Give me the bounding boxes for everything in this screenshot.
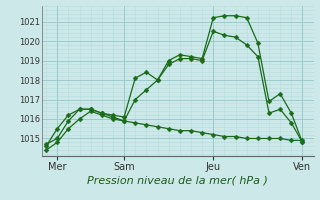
X-axis label: Pression niveau de la mer( hPa ): Pression niveau de la mer( hPa ) <box>87 176 268 186</box>
